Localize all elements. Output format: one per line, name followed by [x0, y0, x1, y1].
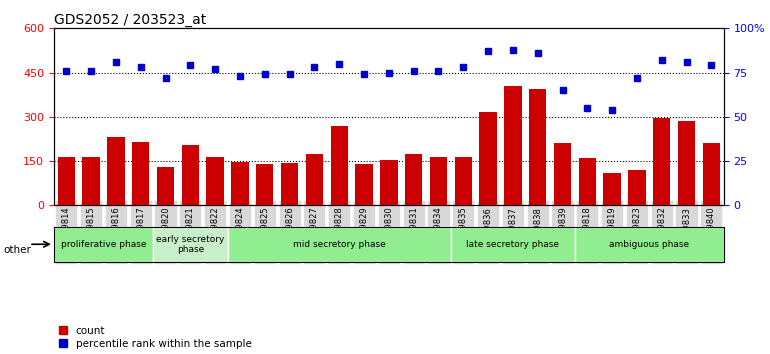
Bar	[281, 164, 298, 205]
Bar	[703, 143, 720, 205]
Bar	[628, 170, 645, 205]
Bar	[430, 156, 447, 205]
Bar	[380, 160, 397, 205]
Legend: count, percentile rank within the sample: count, percentile rank within the sample	[59, 326, 252, 349]
Bar	[54, 227, 153, 262]
Text: mid secretory phase: mid secretory phase	[293, 240, 386, 249]
Text: proliferative phase: proliferative phase	[61, 240, 146, 249]
Text: GDS2052 / 203523_at: GDS2052 / 203523_at	[54, 13, 206, 27]
Bar	[405, 154, 422, 205]
Bar	[157, 167, 174, 205]
Bar	[678, 121, 695, 205]
Bar	[355, 164, 373, 205]
Bar	[529, 89, 547, 205]
Bar	[231, 162, 249, 205]
Bar	[82, 157, 100, 205]
Bar	[58, 156, 75, 205]
Text: late secretory phase: late secretory phase	[467, 240, 560, 249]
Bar	[228, 227, 451, 262]
Bar	[107, 137, 125, 205]
Bar	[182, 145, 199, 205]
Bar	[575, 227, 724, 262]
Bar	[454, 156, 472, 205]
Bar	[504, 86, 521, 205]
Bar	[256, 164, 273, 205]
Bar	[330, 126, 348, 205]
Bar	[153, 227, 228, 262]
Bar	[653, 118, 671, 205]
Bar	[132, 142, 149, 205]
Bar	[579, 158, 596, 205]
Bar	[480, 113, 497, 205]
Bar	[206, 156, 224, 205]
Bar	[604, 173, 621, 205]
Text: other: other	[4, 245, 32, 255]
Bar	[451, 227, 575, 262]
Bar	[306, 154, 323, 205]
Bar	[554, 143, 571, 205]
Text: early secretory
phase: early secretory phase	[156, 235, 225, 254]
Text: ambiguous phase: ambiguous phase	[609, 240, 689, 249]
